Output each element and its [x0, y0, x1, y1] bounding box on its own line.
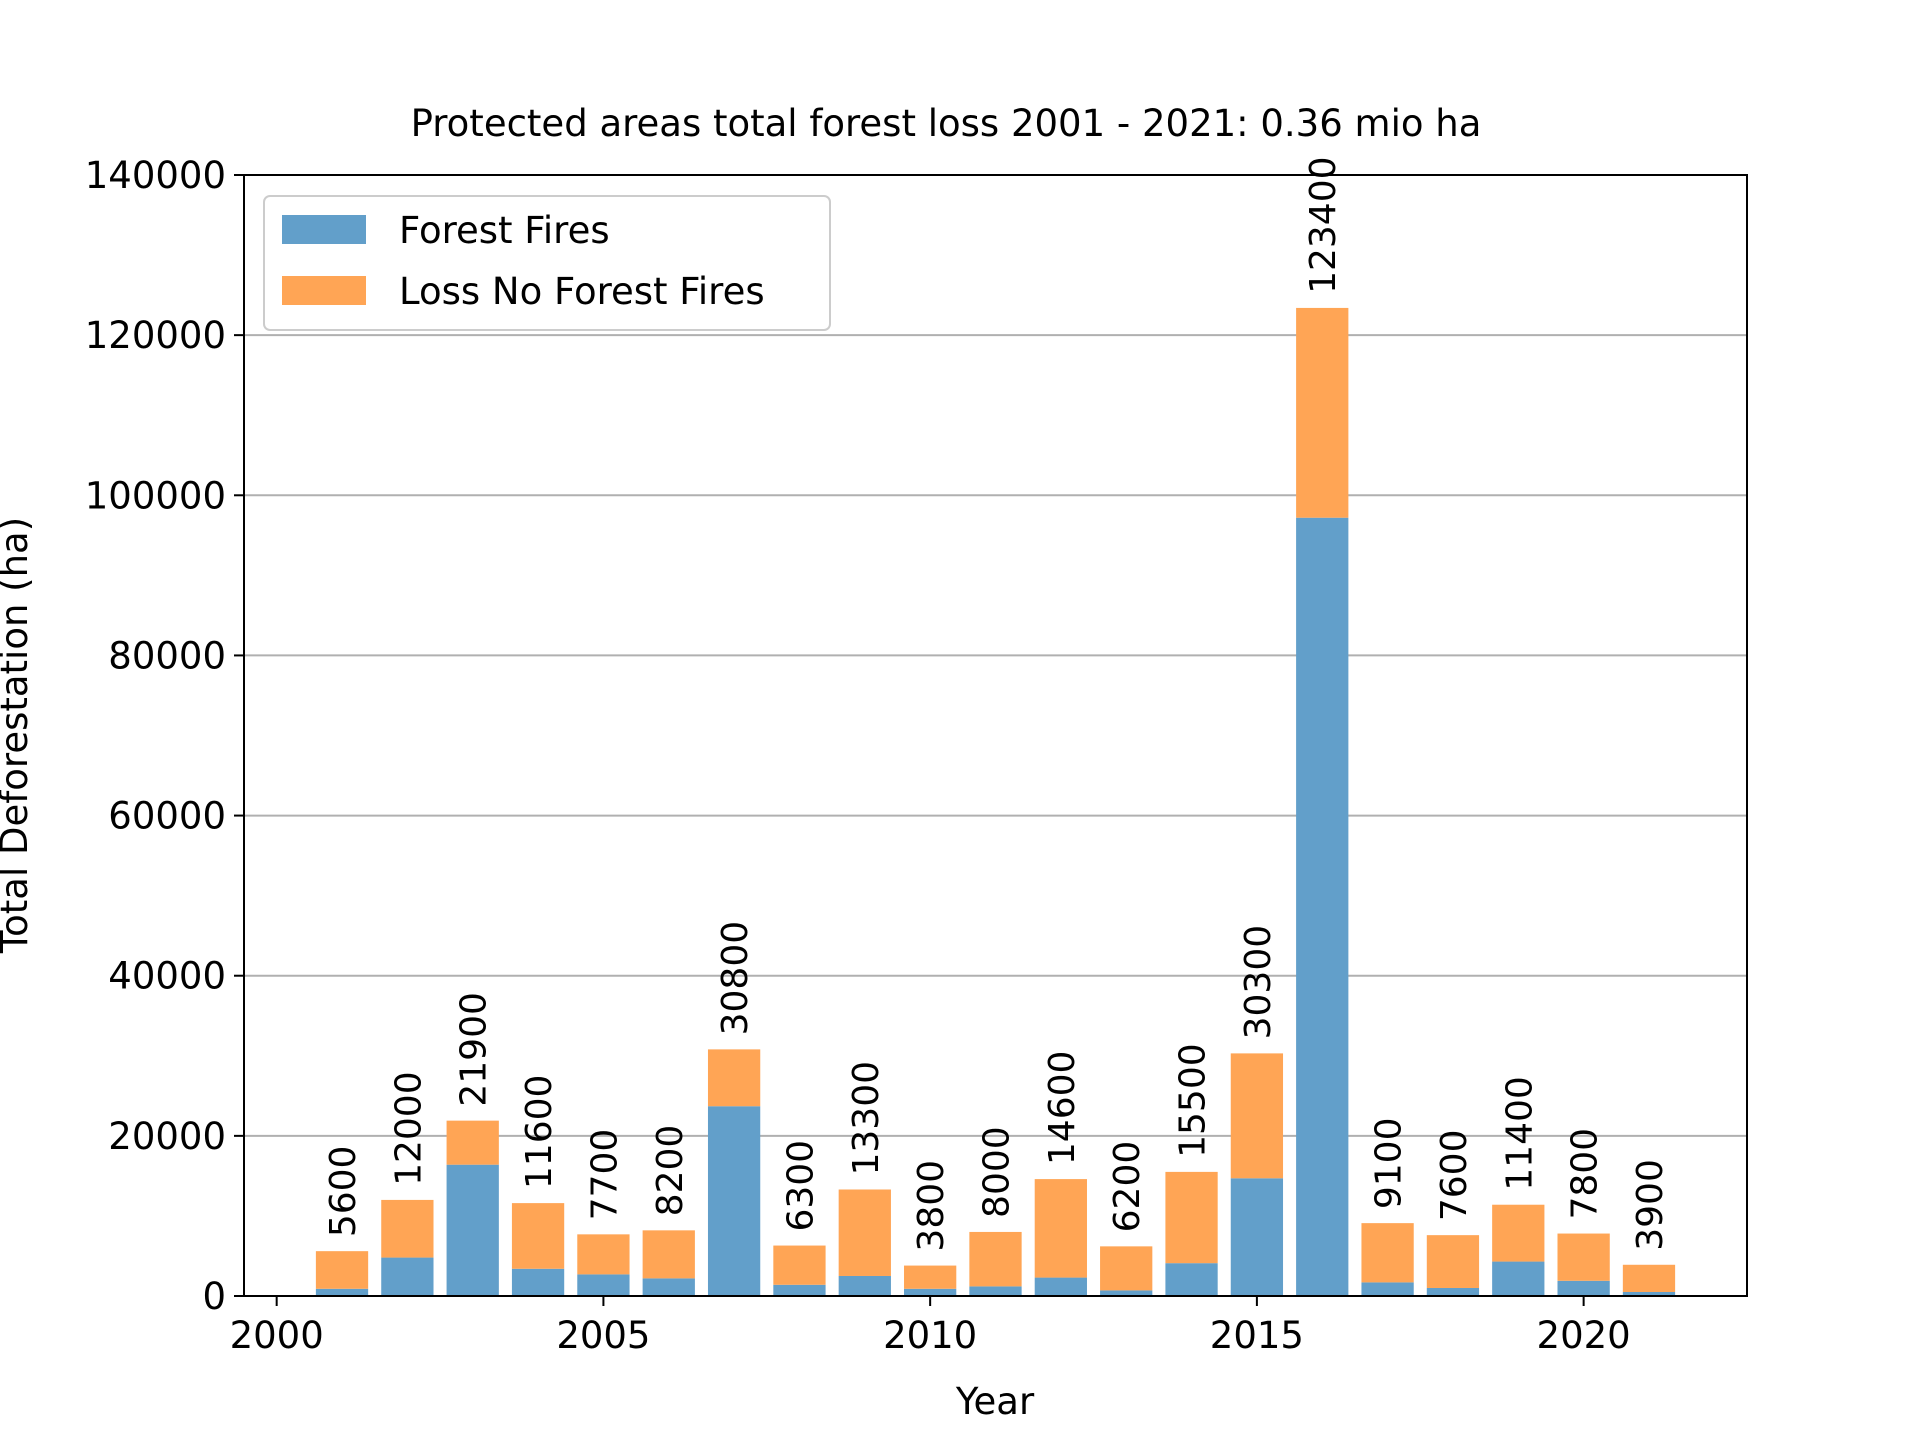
bar-total-label: 8000 [977, 1126, 1018, 1218]
bar-total-label: 3900 [1630, 1159, 1671, 1251]
bar-forest-fires [1361, 1282, 1414, 1296]
y-tick-label: 40000 [108, 955, 226, 998]
axis-ticks: 0 20000 40000 60000 80000 100000 120000 140000 2… [85, 154, 1631, 1357]
y-tick-label: 140000 [85, 154, 226, 197]
bar-loss-no-forest-fires [969, 1231, 1022, 1287]
legend-box [263, 195, 831, 331]
bar-forest-fires [904, 1288, 957, 1296]
bar-loss-no-forest-fires [1296, 307, 1349, 518]
bar-loss-no-forest-fires [642, 1230, 695, 1279]
bar-loss-no-forest-fires [1492, 1204, 1545, 1262]
legend-label-loss-no-forest-fires: Loss No Forest Fires [399, 270, 765, 313]
bar-forest-fires [1034, 1277, 1087, 1296]
bar-forest-fires [446, 1164, 499, 1296]
legend-swatch-loss-no-forest-fires [282, 276, 366, 305]
y-tick-label: 20000 [108, 1115, 226, 1158]
bar-total-label: 11600 [519, 1075, 560, 1190]
bar-total-label: 7600 [1434, 1130, 1475, 1222]
bar-loss-no-forest-fires [1034, 1179, 1087, 1278]
bar-loss-no-forest-fires [904, 1265, 957, 1289]
bar-total-label: 21900 [454, 992, 495, 1107]
y-tick-label: 80000 [108, 634, 226, 677]
bar-loss-no-forest-fires [446, 1120, 499, 1165]
bar-loss-no-forest-fires [1165, 1171, 1218, 1264]
x-tick-label: 2010 [883, 1314, 977, 1357]
bar-loss-no-forest-fires [1230, 1053, 1284, 1179]
bar-total-label: 8200 [650, 1125, 691, 1217]
bar-total-label: 30800 [715, 921, 756, 1036]
bar-total-label: 6300 [780, 1140, 821, 1232]
bar-total-label: 7800 [1565, 1128, 1606, 1220]
bar-forest-fires [1100, 1290, 1153, 1296]
y-tick-label: 120000 [85, 314, 226, 357]
bar-total-label: 6200 [1107, 1141, 1148, 1233]
bar-loss-no-forest-fires [838, 1189, 891, 1276]
bar-loss-no-forest-fires [707, 1049, 761, 1107]
y-tick-label: 0 [202, 1275, 226, 1318]
bar-total-label: 3800 [911, 1160, 952, 1252]
bar-total-label: 7700 [584, 1129, 625, 1221]
x-tick-label: 2005 [556, 1314, 650, 1357]
bar-forest-fires [969, 1286, 1022, 1296]
legend-label-forest-fires: Forest Fires [399, 209, 610, 252]
bar-forest-fires [1296, 517, 1349, 1296]
legend: Forest Fires Loss No Forest Fires [263, 195, 831, 331]
bar-labels: 5600 12000 21900 11600 7700 8200 30800 6300 1330… [323, 156, 1671, 1251]
bar-loss-no-forest-fires [1426, 1235, 1480, 1288]
bar-forest-fires [642, 1278, 695, 1296]
bar-forest-fires [381, 1257, 434, 1296]
bar-forest-fires [1557, 1280, 1610, 1296]
bar-loss-no-forest-fires [1622, 1264, 1676, 1292]
chart-title: Protected areas total forest loss 2001 -… [411, 102, 1482, 145]
bar-loss-no-forest-fires [315, 1251, 369, 1289]
bar-forest-fires [511, 1268, 565, 1296]
x-axis-title: Year [955, 1380, 1035, 1423]
x-tick-label: 2015 [1210, 1314, 1304, 1357]
y-tick-label: 60000 [108, 795, 226, 838]
bar-total-label: 13300 [846, 1061, 887, 1176]
bar-forest-fires [1492, 1261, 1545, 1296]
bar-loss-no-forest-fires [1361, 1223, 1414, 1283]
bars [315, 307, 1676, 1296]
bar-loss-no-forest-fires [511, 1203, 565, 1269]
bar-total-label: 123400 [1303, 156, 1344, 293]
plot-frame [243, 174, 1748, 1297]
bar-total-label: 15500 [1173, 1043, 1214, 1158]
x-tick-label: 2000 [230, 1314, 324, 1357]
x-tick-label: 2020 [1537, 1314, 1631, 1357]
bar-total-label: 5600 [323, 1146, 364, 1238]
bar-total-label: 14600 [1042, 1051, 1083, 1166]
bar-forest-fires [838, 1275, 891, 1296]
bar-total-label: 11400 [1499, 1076, 1540, 1191]
bar-forest-fires [1426, 1287, 1480, 1296]
y-tick-label: 100000 [85, 474, 226, 517]
bar-forest-fires [707, 1106, 761, 1296]
bar-loss-no-forest-fires [381, 1199, 434, 1258]
bar-forest-fires [773, 1284, 826, 1296]
bar-loss-no-forest-fires [1557, 1233, 1610, 1281]
bar-forest-fires [577, 1274, 630, 1296]
bar-forest-fires [1165, 1263, 1218, 1296]
bar-loss-no-forest-fires [773, 1245, 826, 1285]
legend-swatch-forest-fires [282, 215, 366, 244]
bar-loss-no-forest-fires [577, 1234, 630, 1275]
bar-total-label: 30300 [1238, 925, 1279, 1040]
bar-loss-no-forest-fires [1100, 1246, 1153, 1291]
bar-forest-fires [1230, 1178, 1284, 1296]
y-axis-title: Total Deforestation (ha) [0, 517, 36, 954]
bar-forest-fires [315, 1288, 369, 1296]
bar-total-label: 12000 [388, 1071, 429, 1186]
bar-total-label: 9100 [1369, 1118, 1410, 1210]
bar-forest-fires [1622, 1291, 1676, 1296]
